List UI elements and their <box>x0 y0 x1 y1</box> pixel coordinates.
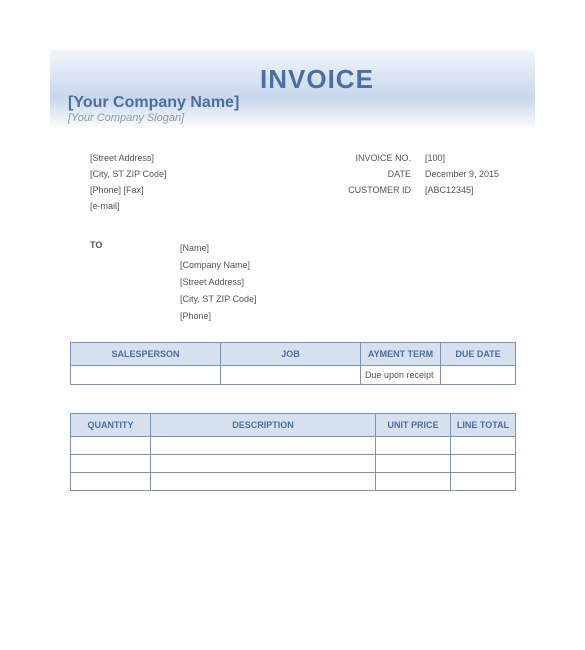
to-name: [Name] <box>180 240 257 257</box>
cell <box>71 473 151 491</box>
date-label: DATE <box>335 166 425 182</box>
cell <box>376 473 451 491</box>
job-summary-table: SALESPERSON JOB AYMENT TERM DUE DATE Due… <box>70 342 516 385</box>
table-row <box>71 437 516 455</box>
customer-id-value: [ABC12345] <box>425 182 515 198</box>
to-company: [Company Name] <box>180 257 257 274</box>
from-email: [e-mail] <box>90 198 167 214</box>
invoice-no-label: INVOICE NO. <box>335 150 425 166</box>
cell <box>71 437 151 455</box>
table-row <box>71 473 516 491</box>
line-items-table: QUANTITY DESCRIPTION UNIT PRICE LINE TOT… <box>70 413 516 491</box>
from-street: [Street Address] <box>90 150 167 166</box>
cell <box>151 473 376 491</box>
from-city: [City, ST ZIP Code] <box>90 166 167 182</box>
col-payment-terms: AYMENT TERM <box>361 343 441 366</box>
table-row: Due upon receipt <box>71 366 516 385</box>
cell <box>151 455 376 473</box>
col-due-date: DUE DATE <box>441 343 516 366</box>
cell <box>451 473 516 491</box>
table-header-row: SALESPERSON JOB AYMENT TERM DUE DATE <box>71 343 516 366</box>
col-unit-price: UNIT PRICE <box>376 414 451 437</box>
cell-job <box>221 366 361 385</box>
cell <box>151 437 376 455</box>
cell-salesperson <box>71 366 221 385</box>
cell-payment-terms: Due upon receipt <box>361 366 441 385</box>
company-name: [Your Company Name] <box>68 94 239 112</box>
cell <box>376 455 451 473</box>
cell <box>451 437 516 455</box>
table-header-row: QUANTITY DESCRIPTION UNIT PRICE LINE TOT… <box>71 414 516 437</box>
to-label: TO <box>90 240 102 250</box>
col-description: DESCRIPTION <box>151 414 376 437</box>
invoice-document: INVOICE [Your Company Name] [Your Compan… <box>50 50 535 491</box>
to-address: [Name] [Company Name] [Street Address] [… <box>180 240 257 325</box>
col-salesperson: SALESPERSON <box>71 343 221 366</box>
cell <box>451 455 516 473</box>
to-phone: [Phone] <box>180 308 257 325</box>
to-street: [Street Address] <box>180 274 257 291</box>
to-city: [City, ST ZIP Code] <box>180 291 257 308</box>
cell <box>71 455 151 473</box>
invoice-title: INVOICE <box>260 64 374 95</box>
invoice-meta: INVOICE NO. [100] DATE December 9, 2015 … <box>335 150 515 198</box>
date-value: December 9, 2015 <box>425 166 515 182</box>
from-phone-fax: [Phone] [Fax] <box>90 182 167 198</box>
cell <box>376 437 451 455</box>
header-band: INVOICE [Your Company Name] [Your Compan… <box>50 50 535 130</box>
from-address: [Street Address] [City, ST ZIP Code] [Ph… <box>90 150 167 214</box>
col-quantity: QUANTITY <box>71 414 151 437</box>
info-block: [Street Address] [City, ST ZIP Code] [Ph… <box>50 150 535 222</box>
invoice-no-value: [100] <box>425 150 515 166</box>
col-line-total: LINE TOTAL <box>451 414 516 437</box>
cell-due-date <box>441 366 516 385</box>
company-slogan: [Your Company Slogan] <box>68 112 184 124</box>
table-row <box>71 455 516 473</box>
customer-id-label: CUSTOMER ID <box>335 182 425 198</box>
to-block: TO [Name] [Company Name] [Street Address… <box>50 240 535 328</box>
col-job: JOB <box>221 343 361 366</box>
